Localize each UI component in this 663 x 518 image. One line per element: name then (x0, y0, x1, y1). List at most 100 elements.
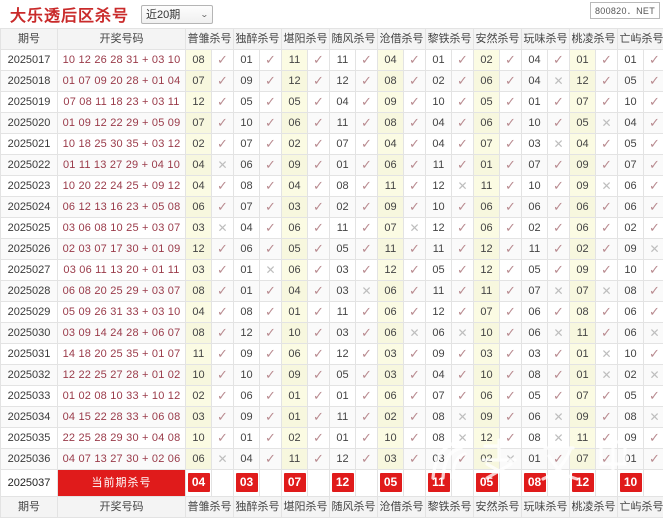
header-col-draw[interactable]: 开奖号码 (58, 29, 186, 50)
header-col-expert-9[interactable]: 桃凌杀号 (570, 29, 618, 50)
check-icon: ✓ (596, 239, 617, 259)
check-icon: ✓ (548, 176, 569, 196)
cell-issue[interactable]: 2025020 (1, 113, 58, 134)
cell-issue[interactable]: 2025022 (1, 155, 58, 176)
cell-issue[interactable]: 2025024 (1, 197, 58, 218)
cell-kill-number-9: 07 (570, 386, 596, 407)
cell-current-kill-number-6: 11 (426, 470, 452, 497)
cell-issue[interactable]: 2025031 (1, 344, 58, 365)
header-col-expert-7[interactable]: 安然杀号 (474, 29, 522, 50)
header-col-expert-6[interactable]: 黎铁杀号 (426, 29, 474, 50)
cell-kill-number-9: 08 (570, 302, 596, 323)
cell-kill-number-7: 10 (474, 323, 500, 344)
check-icon: ✓ (644, 281, 663, 301)
cell-issue[interactable]: 2025028 (1, 281, 58, 302)
cell-result-5: ✓ (404, 155, 426, 176)
cell-kill-number-4: 01 (330, 155, 356, 176)
header-col-expert-4[interactable]: 随风杀号 (330, 29, 378, 50)
cell-draw-numbers: 12 22 25 27 28 + 01 02 (58, 365, 186, 386)
cross-icon: ✕ (548, 134, 569, 154)
cell-kill-number-2: 05 (234, 92, 260, 113)
cell-issue[interactable]: 2025018 (1, 71, 58, 92)
cell-kill-number-8: 06 (522, 302, 548, 323)
current-kill-number-badge-5: 05 (380, 473, 402, 492)
cell-issue[interactable]: 2025029 (1, 302, 58, 323)
header-col-expert-5[interactable]: 沧借杀号 (378, 29, 426, 50)
cell-issue[interactable]: 2025025 (1, 218, 58, 239)
cell-issue[interactable]: 2025033 (1, 386, 58, 407)
cell-issue[interactable]: 2025032 (1, 365, 58, 386)
cell-issue[interactable]: 2025023 (1, 176, 58, 197)
cell-kill-number-9: 07 (570, 92, 596, 113)
cross-icon: ✕ (452, 323, 473, 343)
cell-result-3: ✓ (308, 428, 330, 449)
cell-kill-number-9: 09 (570, 176, 596, 197)
cell-draw-numbers: 05 09 26 31 33 + 03 10 (58, 302, 186, 323)
cell-issue[interactable]: 2025030 (1, 323, 58, 344)
cell-issue[interactable]: 2025034 (1, 407, 58, 428)
cell-result-8: ✓ (548, 113, 570, 134)
cell-kill-number-4: 01 (330, 428, 356, 449)
cell-result-5: ✓ (404, 113, 426, 134)
header-col-expert-3[interactable]: 堪阳杀号 (282, 29, 330, 50)
header-col-expert-1[interactable]: 普雏杀号 (186, 29, 234, 50)
cell-issue[interactable]: 2025027 (1, 260, 58, 281)
cross-icon: ✕ (596, 281, 617, 301)
cell-issue[interactable]: 2025035 (1, 428, 58, 449)
check-icon: ✓ (356, 344, 377, 364)
check-icon: ✓ (356, 176, 377, 196)
header-col-expert-2[interactable]: 独醉杀号 (234, 29, 282, 50)
cell-kill-number-10: 10 (618, 92, 644, 113)
cell-issue[interactable]: 2025019 (1, 92, 58, 113)
cell-issue[interactable]: 2025036 (1, 449, 58, 470)
cell-result-3: ✓ (308, 302, 330, 323)
cell-result-9: ✓ (596, 260, 618, 281)
cell-issue[interactable]: 2025026 (1, 239, 58, 260)
cell-issue[interactable]: 2025017 (1, 50, 58, 71)
period-filter-select[interactable]: 近20期 ⌄ (141, 5, 213, 24)
cell-kill-number-5: 09 (378, 92, 404, 113)
cell-kill-number-9: 09 (570, 407, 596, 428)
cell-kill-number-10: 06 (618, 302, 644, 323)
cell-result-3: ✓ (308, 407, 330, 428)
header-col-expert-8[interactable]: 玩味杀号 (522, 29, 570, 50)
cell-kill-number-3: 04 (282, 281, 308, 302)
cell-result-10: ✕ (644, 323, 663, 344)
header-col-expert-10[interactable]: 亡屿杀号 (618, 29, 663, 50)
check-icon: ✓ (500, 50, 521, 70)
cell-kill-number-1: 10 (186, 365, 212, 386)
check-icon: ✓ (596, 449, 617, 469)
check-icon: ✓ (548, 344, 569, 364)
check-icon: ✓ (308, 155, 329, 175)
cell-result-10: ✕ (644, 239, 663, 260)
cell-kill-number-9: 04 (570, 134, 596, 155)
header-col-issue[interactable]: 期号 (1, 29, 58, 50)
cell-result-7: ✓ (500, 344, 522, 365)
cell-kill-number-5: 06 (378, 302, 404, 323)
cell-result-1: ✓ (212, 71, 234, 92)
cross-icon: ✕ (644, 365, 663, 385)
current-kill-number-badge-4: 12 (332, 473, 354, 492)
cell-issue[interactable]: 2025021 (1, 134, 58, 155)
